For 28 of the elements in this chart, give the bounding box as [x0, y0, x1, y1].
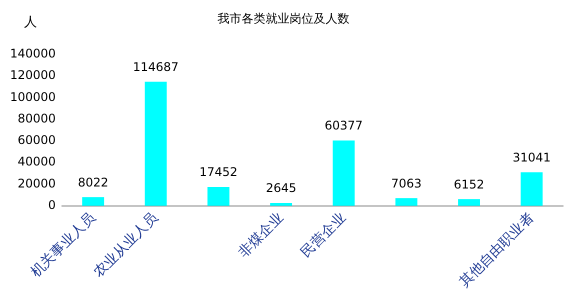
- y-axis-title: 人: [24, 14, 37, 30]
- x-tick-label: 其他自由职业者: [456, 210, 538, 290]
- y-tick-label: 140000: [10, 46, 56, 61]
- y-tick-label: 80000: [18, 111, 56, 126]
- data-label: 114687: [132, 60, 179, 74]
- y-tick-label: 0: [48, 198, 56, 212]
- bar: [207, 186, 230, 206]
- y-tick-label: 120000: [10, 68, 56, 82]
- data-label: 2645: [266, 181, 296, 196]
- data-label: 17452: [199, 165, 238, 180]
- bar: [144, 82, 167, 206]
- bar: [82, 197, 104, 206]
- data-label: 60377: [324, 118, 363, 133]
- y-tick-label: 20000: [18, 176, 56, 190]
- data-label: 7063: [391, 176, 422, 190]
- bar: [395, 198, 418, 206]
- bar: [458, 199, 480, 206]
- bar: [332, 140, 355, 206]
- x-tick-label: 非煤企业: [236, 210, 286, 261]
- x-tick-label: 民营企业: [298, 210, 350, 261]
- y-tick-label: 60000: [18, 133, 56, 148]
- data-label: 31041: [512, 150, 551, 164]
- y-tick-label: 40000: [18, 154, 56, 169]
- data-label: 8022: [78, 175, 108, 190]
- data-label: 6152: [454, 177, 484, 192]
- bar: [520, 172, 543, 206]
- y-tick-label: 100000: [10, 90, 56, 104]
- chart-title: 我市各类就业岗位及人数: [218, 11, 350, 26]
